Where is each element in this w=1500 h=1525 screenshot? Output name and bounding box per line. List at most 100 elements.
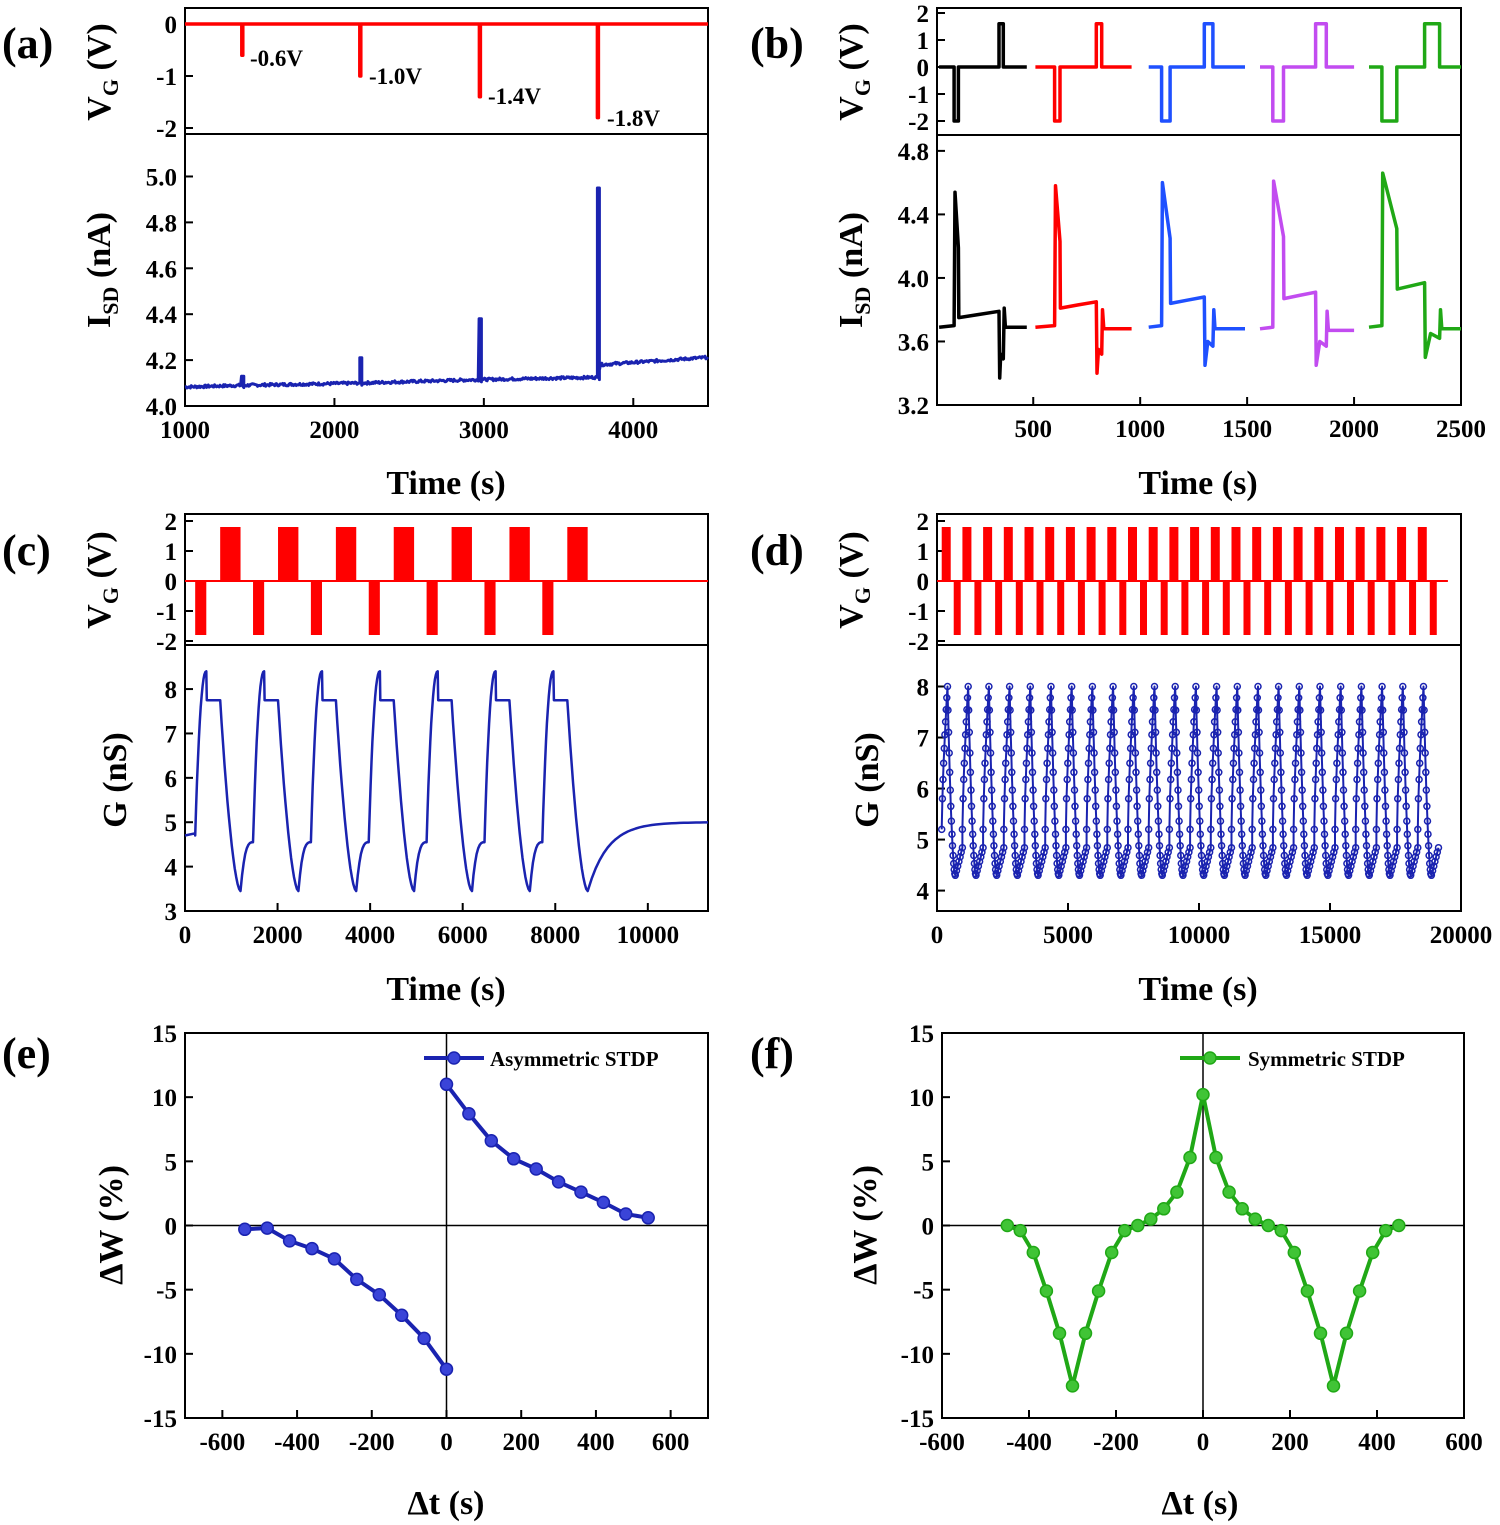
panel-d-point-483 xyxy=(1271,759,1279,767)
panel-d-point-677 xyxy=(1403,830,1412,838)
panel-e-xtick-label-2: -200 xyxy=(349,1429,395,1456)
panel-d-xtick-label-1: 5000 xyxy=(1043,922,1093,949)
panel-d-point-164 xyxy=(1050,786,1058,794)
panel-d-point-175 xyxy=(1057,862,1065,870)
panel-d-point-615 xyxy=(1361,802,1369,811)
panel-f-ytick-label-6: -15 xyxy=(901,1406,934,1433)
panel-d-point-256 xyxy=(1113,817,1121,825)
panel-f-xtick-label-3: 0 xyxy=(1197,1429,1210,1456)
panel-c-pos-pulse-5 xyxy=(509,527,530,581)
panel-c-top-ytick-label-2: 0 xyxy=(165,569,178,596)
panel-d-point-491 xyxy=(1276,728,1284,737)
panel-d-point-493 xyxy=(1277,768,1285,777)
panel-d-point-74 xyxy=(987,786,996,794)
panel-d-point-186 xyxy=(1065,718,1074,726)
panel-d-point-685 xyxy=(1409,862,1417,870)
panel-d-xtick-label-3: 15000 xyxy=(1299,922,1362,949)
panel-d-point-613 xyxy=(1359,768,1368,777)
panel-d-point-415 xyxy=(1223,862,1231,870)
panel-b-vg-series-0 xyxy=(939,22,1027,123)
panel-d-point-281 xyxy=(1131,728,1139,737)
panel-d-point-432 xyxy=(1235,749,1243,757)
panel-d-point-714 xyxy=(1428,866,1437,875)
panel-d-point-675 xyxy=(1402,802,1410,811)
panel-a-top-ytick-label-1: -1 xyxy=(156,64,177,91)
panel-d-point-668 xyxy=(1398,694,1406,702)
panel-d-point-647 xyxy=(1382,830,1391,838)
panel-d-point-184 xyxy=(1064,744,1073,753)
panel-e-point-0-4 xyxy=(327,1252,342,1266)
panel-d-point-354 xyxy=(1180,866,1188,875)
panel-d-point-371 xyxy=(1193,728,1201,737)
panel-d-neg-pulse-1 xyxy=(974,581,982,635)
panel-d-point-394 xyxy=(1209,744,1218,753)
panel-d-point-708 xyxy=(1424,841,1433,850)
panel-d-point-34 xyxy=(961,744,969,753)
panel-d-point-519 xyxy=(1295,682,1304,691)
panel-c-xtick-label-4: 8000 xyxy=(530,922,580,949)
panel-d-point-27 xyxy=(956,853,964,861)
panel-d-pos-pulse-23 xyxy=(1417,527,1427,581)
panel-b-top-ytick-label-4: -2 xyxy=(908,109,929,136)
panel-d-point-60 xyxy=(979,825,987,834)
panel-d-point-509 xyxy=(1289,843,1298,852)
panel-d-point-630 xyxy=(1372,825,1381,834)
panel-d-point-28 xyxy=(957,848,965,857)
panel-d-point-259 xyxy=(1114,851,1123,860)
panel-d-point-323 xyxy=(1158,871,1167,880)
annotation-a-0: -0.6V xyxy=(250,46,303,71)
panel-d-point-313 xyxy=(1152,768,1161,777)
panel-d-point-198 xyxy=(1072,841,1081,850)
panel-d-point-542 xyxy=(1311,775,1320,784)
panel-d-point-293 xyxy=(1137,871,1146,880)
panel-d-point-56 xyxy=(975,857,984,866)
panel-b-top-ytick-label-1: 1 xyxy=(917,28,930,55)
panel-d-point-114 xyxy=(1014,866,1023,875)
panel-d-point-325 xyxy=(1160,862,1169,870)
panel-d-pos-pulse-3 xyxy=(1003,527,1013,581)
panel-d-point-558 xyxy=(1321,841,1329,850)
panel-d-point-361 xyxy=(1186,794,1195,803)
panel-e-point-1-2 xyxy=(484,1134,499,1148)
panel-d-point-428 xyxy=(1232,694,1241,702)
panel-d-point-257 xyxy=(1113,830,1122,838)
panel-a-bottom-ytick-label-5: 5.0 xyxy=(146,164,177,191)
panel-d-point-194 xyxy=(1070,786,1079,794)
panel-d-point-409 xyxy=(1218,851,1226,860)
panel-d-point-224 xyxy=(1091,786,1099,794)
panel-d-point-58 xyxy=(978,848,986,857)
panel-d-point-525 xyxy=(1298,802,1307,811)
panel-d-point-55 xyxy=(974,862,983,870)
panel-f-point-0-23 xyxy=(1300,1284,1315,1298)
panel-d-point-6 xyxy=(941,718,950,726)
panel-d-point-284 xyxy=(1132,786,1141,794)
panel-d-point-379 xyxy=(1197,851,1206,860)
panel-d-point-671 xyxy=(1400,728,1408,737)
panel-d-point-71 xyxy=(986,728,994,737)
panel-d-point-418 xyxy=(1226,848,1235,857)
panel-d-point-366 xyxy=(1190,718,1198,726)
panel-d-point-672 xyxy=(1400,749,1409,757)
panel-d-point-429 xyxy=(1233,682,1242,691)
panel-d-point-108 xyxy=(1010,841,1019,850)
panel-d-point-158 xyxy=(1046,694,1055,702)
panel-d-point-701 xyxy=(1420,728,1429,737)
panel-d-point-62 xyxy=(980,775,989,784)
panel-d-point-33 xyxy=(960,759,969,767)
panel-d-point-655 xyxy=(1388,862,1397,870)
panel-d-point-376 xyxy=(1196,817,1204,825)
panel-a-isd-line xyxy=(184,186,709,390)
panel-d-point-574 xyxy=(1333,744,1342,753)
annotation-a-3: -1.8V xyxy=(607,106,660,131)
panel-d-point-480 xyxy=(1269,825,1277,834)
ylabel-c-top: VG (V) xyxy=(81,531,123,628)
panel-d-pos-pulse-9 xyxy=(1127,527,1137,581)
panel-d-point-343 xyxy=(1173,768,1182,777)
panel-d-point-330 xyxy=(1165,825,1174,834)
panel-d-point-688 xyxy=(1412,848,1421,857)
panel-d-point-229 xyxy=(1094,851,1102,860)
panel-label-a: (a) xyxy=(2,19,53,68)
panel-d-pos-pulse-11 xyxy=(1169,527,1179,581)
panel-d-point-101 xyxy=(1006,728,1015,737)
panel-d-point-626 xyxy=(1369,857,1377,866)
